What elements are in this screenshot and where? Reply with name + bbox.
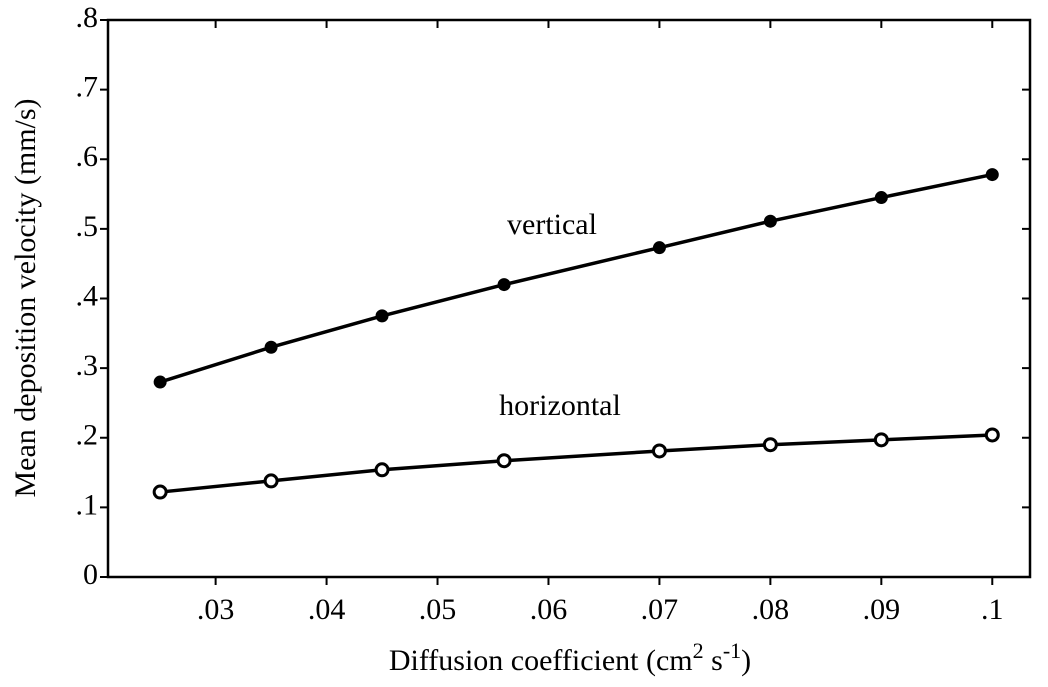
point [497, 278, 511, 292]
point [873, 432, 889, 448]
point [374, 462, 390, 478]
point [263, 473, 279, 489]
series-label: vertical [507, 208, 597, 241]
series-label: horizontal [499, 389, 621, 422]
y-tick-label: .5 [76, 210, 99, 243]
point [874, 191, 888, 205]
point [763, 214, 777, 228]
point [762, 437, 778, 453]
y-tick-label: .7 [76, 71, 99, 104]
y-tick-label: .6 [76, 140, 99, 173]
y-tick-label: .1 [76, 488, 99, 521]
x-tick-label: .04 [308, 593, 346, 626]
series-line [159, 172, 993, 384]
x-tick-label: .06 [530, 593, 568, 626]
x-axis-label-part: ) [741, 644, 751, 677]
x-axis-label: Diffusion coefficient (cm2 s-1) [389, 638, 751, 677]
plot-frame [106, 18, 1032, 579]
x-axis-label-part: s [704, 644, 723, 677]
series-line [159, 433, 993, 494]
y-tick-label: .3 [76, 349, 99, 382]
x-axis-label-part: 2 [693, 638, 704, 663]
point [496, 453, 512, 469]
point [985, 168, 999, 182]
x-tick-label: .03 [197, 593, 235, 626]
x-tick-label: .07 [641, 593, 679, 626]
point [152, 484, 168, 500]
y-axis-label: Mean deposition velocity (mm/s) [9, 98, 42, 497]
x-tick-label: .09 [863, 593, 901, 626]
y-tick-label: .8 [76, 1, 99, 34]
y-tick-label: 0 [83, 558, 98, 591]
point [375, 309, 389, 323]
x-tick-label: .08 [752, 593, 790, 626]
x-tick-label: .05 [419, 593, 457, 626]
x-tick-label: .1 [981, 593, 1004, 626]
point [153, 375, 167, 389]
y-tick-label: .2 [76, 419, 99, 452]
point [264, 340, 278, 354]
point [984, 427, 1000, 443]
x-axis-label-part: Diffusion coefficient (cm [389, 644, 693, 677]
x-axis-label-part: -1 [723, 638, 741, 663]
point [651, 443, 667, 459]
y-tick-label: .4 [76, 279, 99, 312]
point [652, 241, 666, 255]
